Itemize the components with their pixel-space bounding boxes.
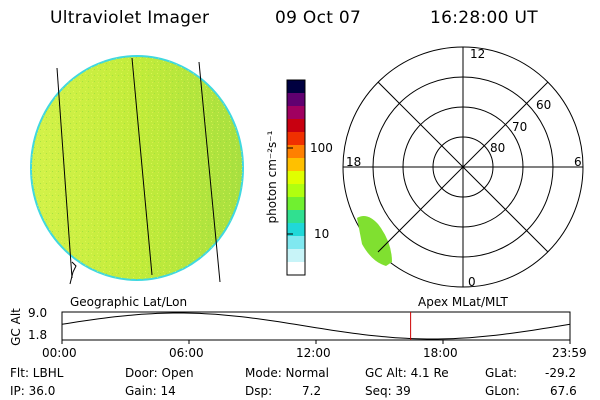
aurora-region (357, 216, 392, 266)
colorbar-segment (287, 132, 305, 146)
colorbar-segment (287, 106, 305, 120)
mlt-label-6: 6 (574, 155, 582, 169)
status-ip: IP: 36.0 (10, 384, 56, 398)
altitude-xtick: 12:00 (296, 346, 331, 360)
status-glon-label: GLon: (485, 384, 520, 398)
meridian-line (56, 67, 73, 279)
altitude-ytick: 1.8 (28, 328, 48, 342)
mlt-label-0: 0 (468, 275, 476, 289)
colorbar-segment (287, 93, 305, 107)
mlat-label-60: 60 (536, 98, 552, 112)
colorbar-unit-label: photon cm⁻²s⁻¹ (265, 130, 279, 224)
status-door: Door: Open (125, 366, 194, 380)
colorbar-segment (287, 119, 305, 133)
altitude-plot-frame (61, 311, 571, 341)
status-glat-label: GLat: (485, 366, 518, 380)
mlt-label-12: 12 (470, 47, 486, 61)
left-panel-caption: Geographic Lat/Lon (70, 295, 188, 309)
coastline (69, 261, 77, 285)
altitude-xtick: 00:00 (42, 346, 77, 360)
altitude-plot (61, 311, 571, 344)
altitude-xtick: 18:00 (423, 346, 458, 360)
time-label: 16:28:00 UT (430, 8, 538, 28)
status-dsp-label: Dsp: (245, 384, 273, 398)
colorbar-segment (287, 197, 305, 211)
colorbar-segment (287, 145, 305, 159)
colorbar-segment (287, 262, 305, 276)
altitude-ytick: 9.0 (28, 306, 48, 320)
colorbar-segment (287, 210, 305, 224)
mlt-label-18: 18 (346, 155, 362, 169)
colorbar-segment (287, 184, 305, 198)
polar-axis-diagonal (377, 81, 549, 253)
status-mode: Mode: Normal (245, 366, 329, 380)
status-seq: Seq: 39 (365, 384, 411, 398)
altitude-curve (61, 312, 571, 340)
colorbar-segment (287, 80, 305, 94)
colorbar-segment (287, 236, 305, 250)
colorbar-tick-label: 100 (310, 141, 333, 155)
mlat-label-80: 80 (490, 141, 506, 155)
colorbar-frame (286, 79, 306, 276)
colorbar-segment (287, 171, 305, 185)
meridian-line (198, 61, 221, 283)
date-label: 09 Oct 07 (275, 8, 362, 28)
status-gain: Gain: 14 (125, 384, 176, 398)
altitude-xtick: 23:59 (552, 346, 587, 360)
colorbar (286, 79, 306, 276)
altitude-ylabel: GC Alt (9, 308, 23, 346)
status-filter: Flt: LBHL (10, 366, 64, 380)
colorbar-segment (287, 223, 305, 237)
status-dsp-value: 7.2 (302, 384, 322, 398)
mlat-label-70: 70 (512, 120, 528, 134)
status-glon-value: 67.6 (550, 384, 577, 398)
meridian-line (131, 57, 153, 276)
colorbar-segment (287, 249, 305, 263)
colorbar-segment (287, 158, 305, 172)
colorbar-tick-label: 10 (314, 227, 330, 241)
status-glat-value: -29.2 (545, 366, 577, 380)
right-panel-caption: Apex MLat/MLT (418, 295, 508, 309)
earth-disk-texture (31, 56, 243, 280)
instrument-title: Ultraviolet Imager (50, 8, 210, 28)
polar-plot (342, 46, 584, 288)
earth-disk (30, 55, 244, 285)
altitude-xtick: 06:00 (169, 346, 204, 360)
status-gc-alt: GC Alt: 4.1 Re (365, 366, 449, 380)
